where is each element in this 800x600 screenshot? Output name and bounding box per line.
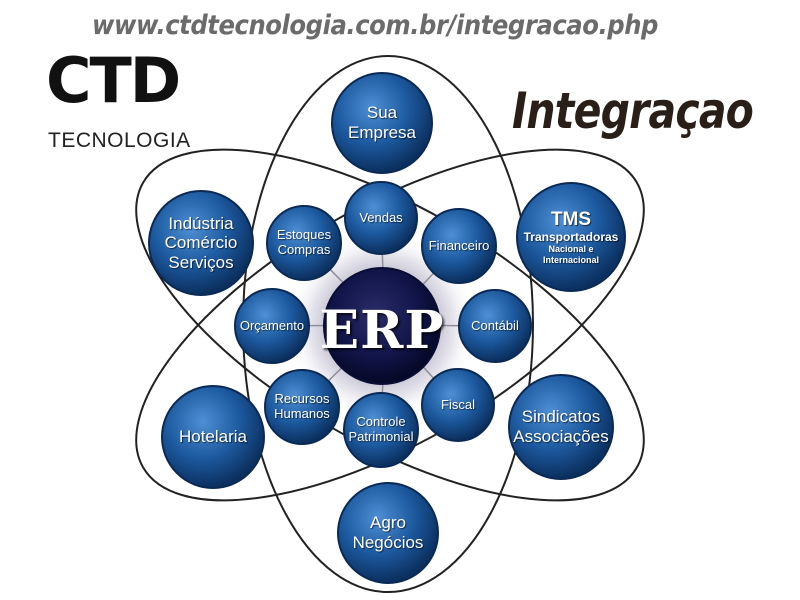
- sindicatos-node: Sindicatos Associações: [513, 407, 609, 446]
- agro-node-circle: [337, 482, 439, 584]
- tms-subtitle: Transportadoras: [523, 229, 619, 244]
- hotelaria-node-circle: [161, 385, 265, 489]
- sua-empresa-node-circle: [331, 72, 433, 174]
- ctd-logo-subtitle: TECNOLOGIA: [48, 129, 191, 152]
- contabil-node-circle: [458, 289, 532, 363]
- estoques-compras-node: Estoques Compras: [276, 227, 332, 257]
- tms-node: TMS Transportadoras Nacional e Internaci…: [517, 183, 625, 291]
- website-url[interactable]: www.ctdtecnologia.com.br/integracao.php: [92, 10, 658, 41]
- ctd-logo: CTD: [46, 44, 181, 117]
- sindicatos-node-circle: [508, 374, 614, 480]
- recursos-humanos-node: Recursos Humanos: [274, 391, 330, 421]
- controle-patrimonial-node: Controle Patrimonial: [348, 414, 414, 444]
- tms-detail: Nacional e Internacional: [542, 244, 599, 265]
- fiscal-node-circle: [421, 368, 495, 442]
- fiscal-node: Fiscal: [441, 396, 475, 412]
- vendas-node-circle: [344, 181, 418, 255]
- contabil-node: Contábil: [471, 317, 519, 333]
- patrimonial-node-circle: [343, 392, 419, 468]
- erp-center-label: ERP: [319, 299, 445, 361]
- sua-empresa-node: Sua Empresa: [347, 103, 417, 142]
- outer-node-shapes: [148, 72, 626, 584]
- recursos-node-circle: [264, 369, 340, 445]
- estoques-node-circle: [266, 205, 342, 281]
- inner-node-shapes: [234, 181, 532, 468]
- page-heading: Integraçao: [512, 82, 754, 140]
- financeiro-node-circle: [421, 208, 497, 284]
- hotelaria-node: Hotelaria: [178, 427, 248, 447]
- vendas-node: Vendas: [359, 209, 403, 225]
- financeiro-node: Financeiro: [428, 237, 490, 253]
- orcamento-node: Orçamento: [239, 317, 305, 333]
- orcamento-node-circle: [234, 288, 310, 364]
- tms-title: TMS: [550, 208, 592, 230]
- industria-node: Indústria Comércio Serviços: [164, 213, 238, 272]
- tms-node-circle: [516, 182, 626, 292]
- industria-node-circle: [148, 190, 254, 296]
- agro-node: Agro Negócios: [352, 513, 424, 552]
- erp-core: [323, 267, 441, 385]
